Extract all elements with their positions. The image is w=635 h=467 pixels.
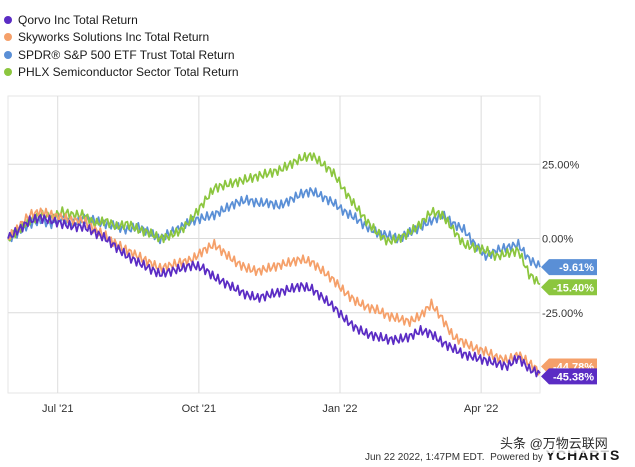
x-tick-label: Jul '21 (42, 403, 73, 415)
x-tick-label: Jan '22 (322, 403, 357, 415)
legend-marker-icon (4, 15, 12, 24)
series-line (7, 207, 541, 376)
x-tick-label: Oct '21 (182, 403, 217, 415)
series-line (7, 152, 541, 286)
legend-label: Qorvo Inc Total Return (18, 12, 138, 27)
legend-item[interactable]: Skyworks Solutions Inc Total Return (4, 29, 324, 47)
y-tick-label: 0.00% (542, 234, 573, 246)
end-value-label: -45.38% (553, 371, 594, 383)
footer-powered-by: Powered by (490, 452, 543, 463)
legend-label: SPDR® S&P 500 ETF Trust Total Return (18, 47, 235, 62)
end-value-flag (541, 259, 597, 276)
end-value-flag (541, 368, 597, 385)
legend-item[interactable]: SPDR® S&P 500 ETF Trust Total Return (4, 46, 324, 64)
plot-frame (7, 95, 541, 394)
legend-item[interactable]: PHLX Semiconductor Sector Total Return (4, 64, 324, 82)
end-value-flag (541, 279, 597, 296)
chart-legend: Qorvo Inc Total Return Skyworks Solutions… (4, 11, 324, 81)
legend-marker-icon (4, 50, 12, 59)
y-tick-label: 25.00% (542, 159, 580, 171)
legend-label: Skyworks Solutions Inc Total Return (18, 30, 210, 45)
legend-marker-icon (4, 68, 12, 77)
legend-item[interactable]: Qorvo Inc Total Return (4, 11, 324, 29)
watermark: 头条 @万物云联网 (497, 432, 611, 453)
end-value-label: -9.61% (559, 262, 594, 274)
y-tick-label: -25.00% (542, 308, 583, 320)
x-tick-label: Apr '22 (464, 403, 499, 415)
legend-label: PHLX Semiconductor Sector Total Return (18, 65, 239, 80)
legend-marker-icon (4, 33, 12, 42)
series-line (7, 213, 541, 378)
footer-timestamp: Jun 22 2022, 1:47PM EDT. (365, 452, 485, 463)
end-value-label: -15.40% (553, 282, 594, 294)
